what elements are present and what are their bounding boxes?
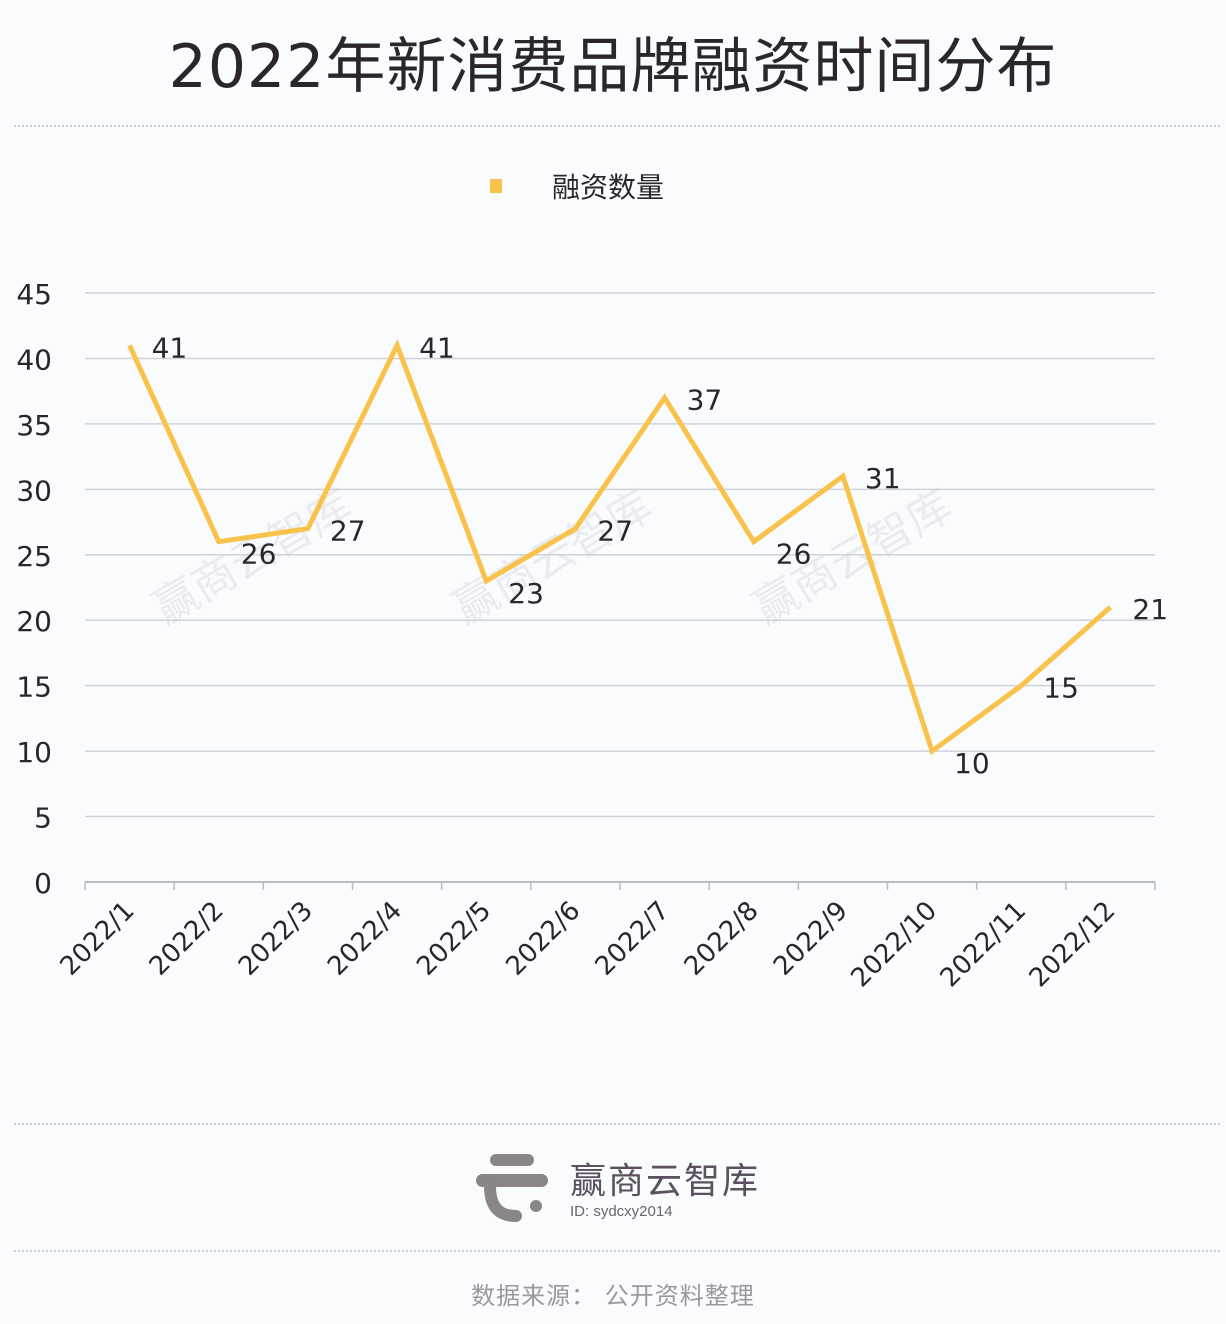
series-line [127,339,1113,756]
data-label: 21 [1132,593,1168,626]
y-tick-label: 35 [16,409,52,442]
data-label: 10 [954,747,990,780]
data-label: 15 [1043,672,1079,705]
data-label: 27 [597,515,633,548]
data-label: 31 [865,462,901,495]
data-label: 26 [776,538,812,571]
x-tick-label: 2022/2 [144,896,230,982]
y-tick-label: 20 [16,605,52,638]
y-tick-label: 5 [34,802,52,835]
x-tick-label: 2022/10 [845,896,943,994]
brand-name: 赢商云智库 [570,1161,761,1202]
x-tick-label: 2022/4 [322,896,408,982]
brand-id: ID: sydcxy2014 [570,1203,673,1220]
data-label: 23 [508,577,544,610]
data-label: 26 [241,538,277,571]
x-tick-label: 2022/3 [233,896,319,982]
x-tick-label: 2022/7 [590,896,676,982]
divider [14,125,1220,127]
chart-title: 2022年新消费品牌融资时间分布 [168,32,1058,102]
x-tick-label: 2022/5 [411,896,497,982]
data-label: 27 [330,515,366,548]
y-tick-label: 15 [16,671,52,704]
y-tick-label: 25 [16,540,52,573]
x-tick-label: 2022/12 [1024,896,1122,994]
legend-label: 融资数量 [552,171,665,204]
data-label: 41 [419,331,455,364]
legend: 融资数量 [490,166,664,206]
x-tick-label: 2022/8 [679,896,765,982]
brand-logo-icon [476,1154,548,1222]
y-tick-label: 0 [34,867,52,900]
x-tick-label: 2022/11 [935,896,1033,994]
y-tick-label: 40 [16,343,52,376]
legend-swatch-icon [490,179,502,193]
data-source: 数据来源： 公开资料整理 [471,1282,755,1310]
x-tick-label: 2022/6 [500,896,586,982]
divider [14,1250,1220,1252]
y-tick-label: 30 [16,474,52,507]
x-tick-label: 2022/9 [768,896,854,982]
y-tick-label: 45 [16,278,52,311]
data-label: 37 [687,384,723,417]
y-tick-label: 10 [16,736,52,769]
data-label: 41 [152,331,188,364]
divider [14,1123,1220,1125]
x-tick-label: 2022/1 [55,896,141,982]
brand-logo: 赢商云智库 [476,1150,760,1222]
